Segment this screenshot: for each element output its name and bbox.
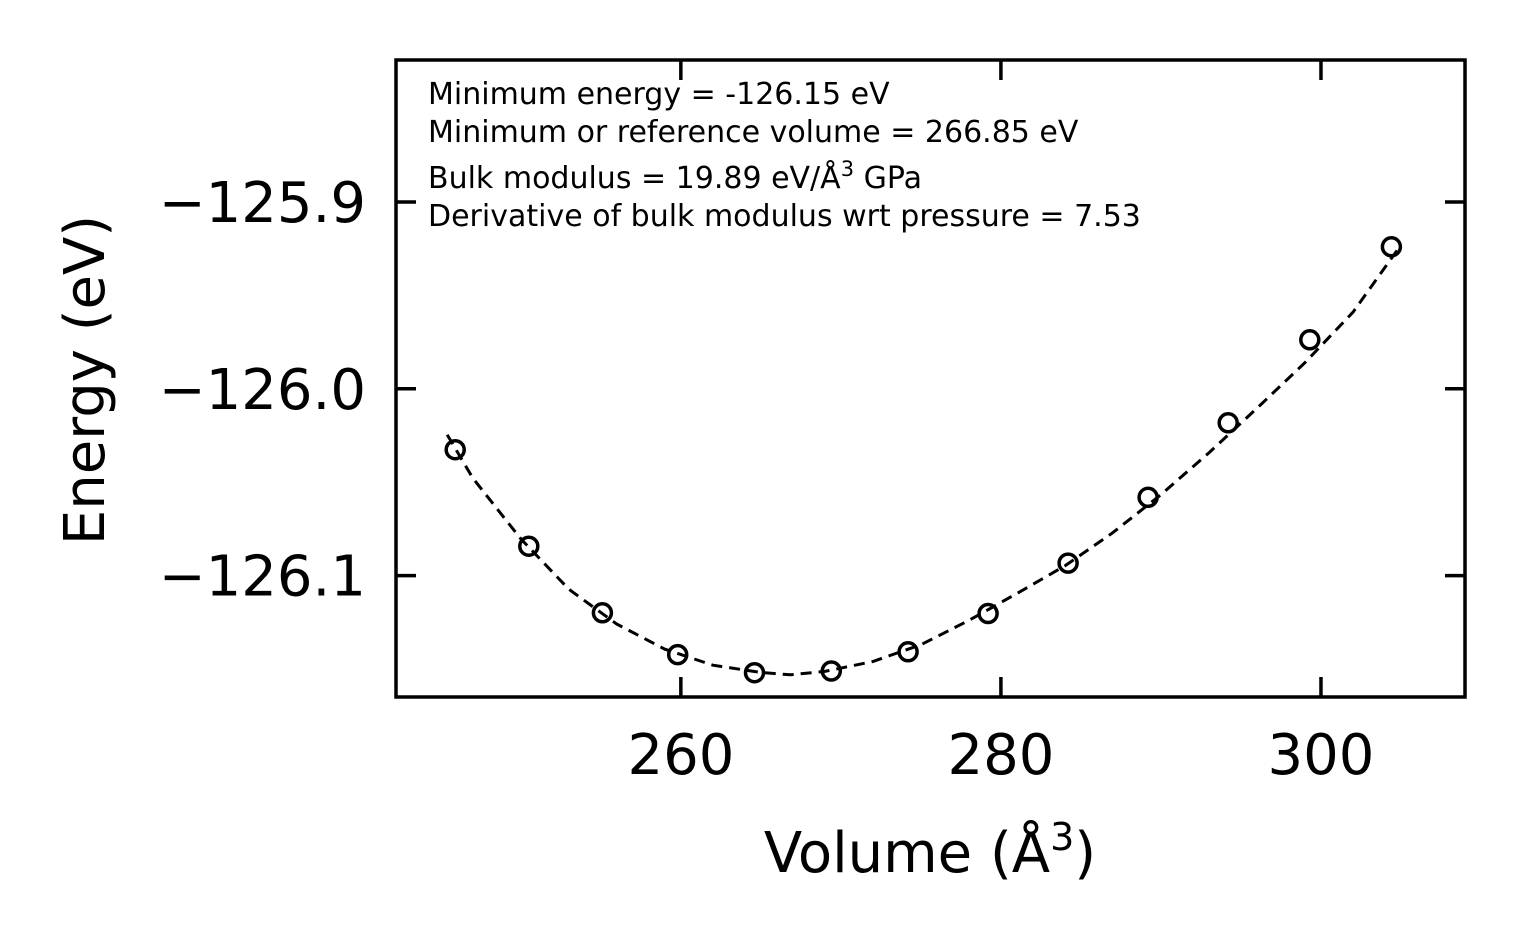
annotation-bulk-modulus-superscript: 3 [841,157,854,181]
x-axis-title-close: ) [1074,821,1096,886]
x-axis-title: Volume (Å3) [764,815,1096,886]
data-point [591,602,614,624]
x-tick-label: 280 [947,723,1054,788]
x-axis-title-superscript: 3 [1050,815,1074,859]
annotation-bulk-modulus-main: Bulk modulus = 19.89 eV/Å [428,160,841,196]
y-tick-label: −126.1 [159,545,366,610]
data-point [518,535,540,557]
axis-ticks [396,60,1465,697]
annotation-bulk-modulus-units: GPa [854,161,922,196]
data-point [1380,236,1403,258]
data-point [1217,412,1239,434]
x-tick-label: 260 [627,723,734,788]
x-tick-label: 300 [1268,723,1375,788]
annotation-reference-volume: Minimum or reference volume = 266.85 eV [428,115,1079,150]
data-point [977,602,999,625]
plot-frame [394,58,1467,699]
data-point [1057,552,1079,574]
data-point [444,438,466,461]
y-tick-label: −126.0 [159,358,366,423]
x-axis-title-main: Volume (Å [764,820,1050,886]
plot-background [396,60,1465,697]
y-tick-labels: −125.9 −126.0 −126.1 [159,171,366,610]
data-point [1137,486,1159,509]
fit-annotation: Minimum energy = -126.15 eV Minimum or r… [428,77,1141,234]
data-point [897,641,919,663]
x-tick-labels: 260 280 300 [627,723,1374,788]
y-tick-label: −125.9 [159,171,366,236]
annotation-minimum-energy: Minimum energy = -126.15 eV [428,77,890,112]
annotation-bulk-modulus: Bulk modulus = 19.89 eV/Å3 GPa [428,157,922,196]
data-point [743,661,766,684]
data-point [666,643,689,666]
annotation-bulk-modulus-derivative: Derivative of bulk modulus wrt pressure … [428,199,1141,234]
data-point [820,660,843,682]
y-axis-title: Energy (eV) [53,215,118,545]
data-point [1299,329,1321,351]
data-point-layer [444,236,1403,684]
